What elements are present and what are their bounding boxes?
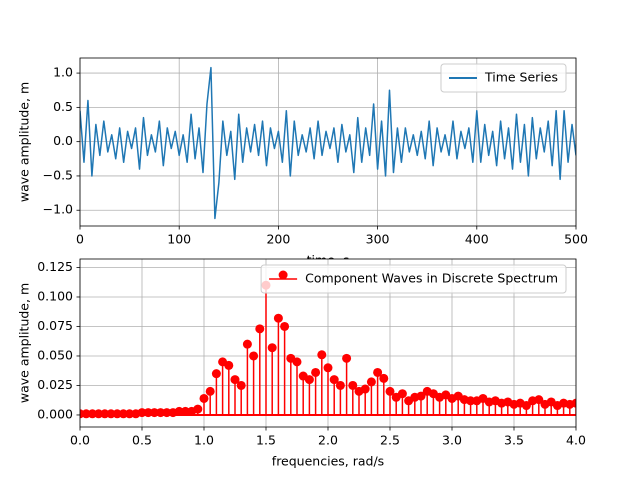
stem-marker — [280, 321, 290, 331]
stem-marker — [379, 373, 389, 383]
stem-marker — [571, 398, 576, 408]
legend-box — [440, 63, 567, 93]
legend: Time Series — [440, 63, 567, 93]
stem-marker — [255, 324, 265, 334]
stem-marker — [81, 409, 91, 419]
stem-marker — [125, 409, 135, 419]
y-tick-label: 0.050 — [37, 347, 73, 362]
axes-frame — [79, 57, 577, 227]
legend-marker — [278, 270, 288, 280]
axes-frame — [79, 258, 577, 428]
y-tick-label: 0.075 — [37, 318, 73, 333]
stem-marker — [416, 391, 426, 401]
legend-label: Time Series — [484, 70, 558, 85]
stem-marker — [329, 375, 339, 385]
x-tick-label: 400 — [465, 232, 489, 247]
stem-marker — [205, 386, 215, 396]
stem-marker — [87, 409, 97, 419]
stem-marker — [224, 360, 234, 370]
legend: Component Waves in Discrete Spectrum — [260, 264, 567, 294]
stem-marker — [342, 353, 352, 363]
x-tick-label: 0.0 — [70, 433, 90, 448]
stem-marker — [521, 401, 531, 411]
stem-marker — [199, 393, 209, 403]
stem-marker — [366, 377, 376, 387]
y-axis-label: wave amplitude, m — [17, 82, 32, 202]
stem-marker — [323, 363, 333, 373]
stem-marker — [385, 386, 395, 396]
stem-marker — [335, 380, 345, 390]
stem-marker — [373, 367, 383, 377]
x-tick-label: 0.5 — [132, 433, 152, 448]
stem-marker — [348, 380, 358, 390]
legend-box — [260, 264, 567, 294]
y-tick-label: −1.0 — [43, 202, 73, 217]
stem-marker — [149, 408, 159, 418]
x-tick-label: 0 — [76, 232, 84, 247]
stem-marker — [534, 395, 544, 405]
stem-marker — [143, 408, 153, 418]
stem-marker — [230, 375, 240, 385]
stem-marker — [174, 406, 184, 416]
stem-marker — [100, 409, 110, 419]
x-tick-label: 500 — [564, 232, 588, 247]
y-tick-label: 0.0 — [53, 133, 73, 148]
y-tick-label: 0.000 — [37, 406, 73, 421]
x-tick-label: 100 — [167, 232, 191, 247]
x-tick-label: 300 — [366, 232, 390, 247]
stem-marker — [156, 408, 166, 418]
data-line — [80, 66, 576, 220]
stem-marker — [292, 357, 302, 367]
x-tick-label: 3.0 — [442, 433, 462, 448]
stem-marker — [304, 375, 314, 385]
axes: 0.0 0.5 1.0 1.5 2.0 2.5 3.0 3.5 4.0 0.000 0.025 0.0… — [17, 258, 586, 469]
y-tick-label: 0.100 — [37, 288, 73, 303]
y-tick-label: −0.5 — [43, 167, 73, 182]
legend-label: Component Waves in Discrete Spectrum — [305, 271, 558, 286]
y-tick-label: 0.125 — [37, 259, 73, 274]
x-tick-label: 4.0 — [566, 433, 586, 448]
stem-marker — [267, 343, 277, 353]
y-tick-label: 1.0 — [53, 65, 73, 80]
y-axis-label: wave amplitude, m — [17, 283, 32, 403]
stem-marker — [94, 409, 104, 419]
stem-marker — [311, 367, 321, 377]
stem-marker — [317, 350, 327, 360]
stem-marker — [236, 380, 246, 390]
stem-marker — [360, 384, 370, 394]
stem-marker — [242, 339, 252, 349]
y-tick-label: 0.025 — [37, 377, 73, 392]
x-tick-label: 2.5 — [380, 433, 400, 448]
plot-area — [80, 66, 576, 220]
stem-marker — [162, 408, 172, 418]
stem-marker — [137, 408, 147, 418]
x-axis-label: frequencies, rad/s — [272, 454, 384, 469]
y-tick-label: 0.5 — [53, 99, 73, 114]
x-tick-label: 3.5 — [504, 433, 524, 448]
x-tick-label: 1.0 — [194, 433, 214, 448]
stem-marker — [180, 406, 190, 416]
stem-marker — [397, 389, 407, 399]
stem-marker — [193, 404, 203, 414]
x-tick-label: 200 — [266, 232, 290, 247]
x-tick-label: 2.0 — [318, 433, 338, 448]
stem-marker — [112, 409, 122, 419]
axes: 0 100 200 300 400 500 −1.0 −0.5 0.0 0.5 1.0 wave am… — [17, 57, 588, 247]
stem-marker — [273, 313, 283, 323]
stem-marker — [106, 409, 116, 419]
stem-marker — [466, 396, 476, 406]
stem-marker — [249, 351, 259, 361]
stem-marker — [118, 409, 128, 419]
x-tick-label: 1.5 — [256, 433, 276, 448]
stem-marker — [211, 369, 221, 379]
